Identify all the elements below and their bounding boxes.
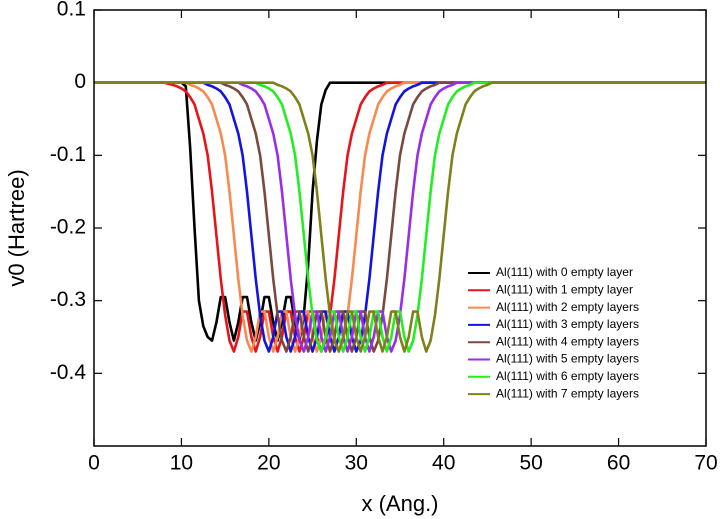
series-line bbox=[94, 81, 706, 353]
x-tick-label: 40 bbox=[432, 452, 455, 475]
x-tick-label: 10 bbox=[170, 452, 193, 475]
y-tick-label: -0.2 bbox=[50, 216, 86, 239]
y-tick-label: -0.3 bbox=[50, 288, 86, 311]
legend-label: Al(111) with 2 empty layers bbox=[496, 300, 639, 314]
x-tick-label: 20 bbox=[257, 452, 280, 475]
legend-label: Al(111) with 6 empty layers bbox=[496, 369, 639, 383]
y-axis-title: v0 (Hartree) bbox=[4, 169, 29, 286]
legend-label: Al(111) with 4 empty layers bbox=[496, 334, 639, 348]
x-tick-label: 70 bbox=[694, 452, 717, 475]
y-tick-label: 0.1 bbox=[57, 0, 86, 21]
y-tick-label: -0.1 bbox=[50, 143, 86, 166]
x-tick-label: 50 bbox=[519, 452, 542, 475]
plot-frame bbox=[93, 9, 707, 447]
legend-label: Al(111) with 3 empty layers bbox=[496, 317, 639, 331]
x-tick-label: 0 bbox=[88, 452, 100, 475]
legend-label: Al(111) with 7 empty layers bbox=[496, 386, 639, 400]
x-tick-label: 30 bbox=[345, 452, 368, 475]
legend-label: Al(111) with 5 empty layers bbox=[496, 352, 639, 366]
y-tick-label: 0 bbox=[74, 70, 86, 93]
y-tick-label: -0.4 bbox=[50, 361, 87, 384]
x-axis-title: x (Ang.) bbox=[361, 491, 438, 516]
legend-label: Al(111) with 1 empty layer bbox=[496, 282, 633, 296]
legend-label: Al(111) with 0 empty layer bbox=[496, 265, 633, 279]
x-tick-label: 60 bbox=[607, 452, 630, 475]
